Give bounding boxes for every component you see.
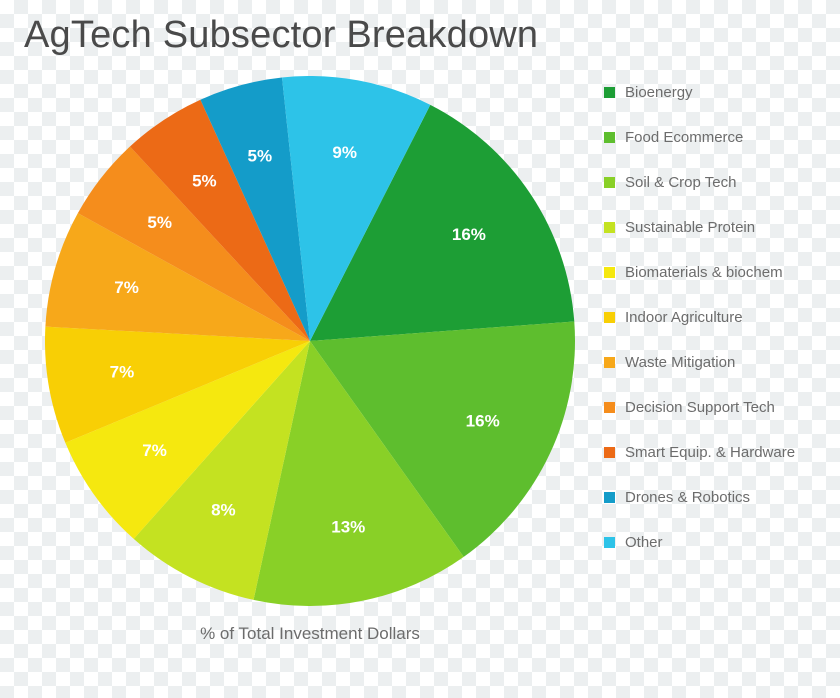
pie-slice-label: 8%: [211, 500, 236, 519]
pie-slice-label: 9%: [332, 143, 357, 162]
legend-item: Drones & Robotics: [604, 489, 795, 506]
chart-caption: % of Total Investment Dollars: [0, 624, 620, 644]
legend-swatch: [604, 222, 615, 233]
pie-slice-label: 16%: [452, 225, 486, 244]
legend-swatch: [604, 87, 615, 98]
pie-slice-label: 5%: [192, 172, 217, 191]
legend-item: Sustainable Protein: [604, 219, 795, 236]
pie-slice-label: 7%: [110, 363, 135, 382]
legend-label: Indoor Agriculture: [625, 309, 743, 326]
legend-swatch: [604, 132, 615, 143]
legend-item: Biomaterials & biochem: [604, 264, 795, 281]
legend: Bioenergy Food Ecommerce Soil & Crop Tech S…: [604, 84, 795, 579]
legend-label: Drones & Robotics: [625, 489, 750, 506]
pie-slice-label: 7%: [142, 441, 167, 460]
legend-swatch: [604, 447, 615, 458]
legend-swatch: [604, 537, 615, 548]
legend-swatch: [604, 177, 615, 188]
pie-slice-label: 16%: [466, 412, 500, 431]
legend-item: Soil & Crop Tech: [604, 174, 795, 191]
legend-label: Waste Mitigation: [625, 354, 735, 371]
legend-swatch: [604, 492, 615, 503]
pie-chart: 16% 16% 13% 8% 7% 7% 7% 5% 5% 5% 9%: [45, 76, 575, 606]
legend-swatch: [604, 357, 615, 368]
legend-label: Biomaterials & biochem: [625, 264, 783, 281]
legend-label: Soil & Crop Tech: [625, 174, 736, 191]
pie-slice-label: 5%: [147, 213, 172, 232]
legend-item: Other: [604, 534, 795, 551]
legend-label: Sustainable Protein: [625, 219, 755, 236]
pie-slice-label: 13%: [331, 517, 365, 536]
pie-slice-label: 5%: [248, 146, 273, 165]
legend-item: Food Ecommerce: [604, 129, 795, 146]
legend-label: Food Ecommerce: [625, 129, 743, 146]
legend-label: Other: [625, 534, 663, 551]
legend-item: Waste Mitigation: [604, 354, 795, 371]
legend-swatch: [604, 267, 615, 278]
legend-item: Bioenergy: [604, 84, 795, 101]
legend-label: Smart Equip. & Hardware: [625, 444, 795, 461]
legend-item: Indoor Agriculture: [604, 309, 795, 326]
chart-title: AgTech Subsector Breakdown: [24, 14, 538, 57]
legend-swatch: [604, 402, 615, 413]
legend-item: Decision Support Tech: [604, 399, 795, 416]
legend-item: Smart Equip. & Hardware: [604, 444, 795, 461]
legend-label: Bioenergy: [625, 84, 693, 101]
legend-label: Decision Support Tech: [625, 399, 775, 416]
pie-slice-label: 7%: [114, 278, 139, 297]
legend-swatch: [604, 312, 615, 323]
